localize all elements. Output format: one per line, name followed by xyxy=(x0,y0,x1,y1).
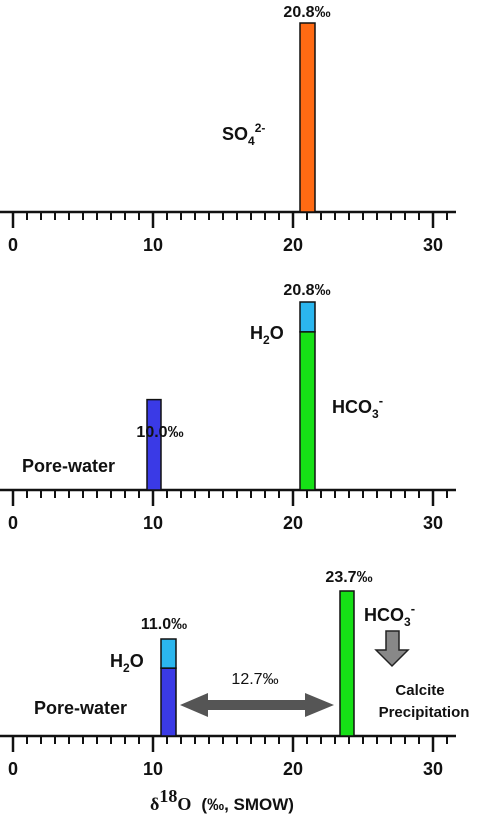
p3-hco3-subscript: 3 xyxy=(404,615,411,629)
so4-subscript: 4 xyxy=(248,134,255,148)
panel-1-tick-label-0: 0 xyxy=(8,235,18,255)
panel-2-bar-value-label: 20.8‰ xyxy=(283,282,330,299)
panel-3-tick-label-20: 20 xyxy=(283,759,303,779)
hco3-main: HCO xyxy=(332,397,372,417)
p3-hco3-superscript: - xyxy=(411,601,415,616)
panel-1-bar-so4-value-label: 20.8‰ xyxy=(283,4,330,21)
panel-3-bar-hco3-value-label: 23.7‰ xyxy=(325,569,372,586)
panel-3-tick-label-0: 0 xyxy=(8,759,18,779)
panel-3-hco3-label: HCO3- xyxy=(364,601,415,629)
panel-2-bar-pore-water xyxy=(146,398,162,491)
panel-1-tick-label-10: 10 xyxy=(143,235,163,255)
panel-2-hco3-label: HCO3- xyxy=(332,393,383,421)
panel-3-bar-pore-water-segment xyxy=(160,667,177,737)
h2o-main: H xyxy=(250,323,263,343)
panel-1-tick-label-20: 20 xyxy=(283,235,303,255)
h2o-subscript: 2 xyxy=(263,333,270,347)
panel-2-tick-label-10: 10 xyxy=(143,513,163,533)
p3-h2o-main: H xyxy=(110,651,123,671)
x-axis-title-units: (‰, SMOW) xyxy=(201,795,294,814)
panel-1-tick-label-30: 30 xyxy=(423,235,443,255)
difference-arrow-right-head xyxy=(305,693,334,717)
panel-3: 0 10 20 30 11.0‰ H2O Pore-water 23.7‰ HC… xyxy=(0,569,469,814)
panel-2-tick-label-0: 0 xyxy=(8,513,18,533)
x-axis-title-delta: δ xyxy=(150,794,159,814)
panel-3-bar-hco3 xyxy=(339,590,355,737)
panel-3-tick-label-10: 10 xyxy=(143,759,163,779)
difference-arrow xyxy=(180,693,334,717)
panel-1-bar-so4 xyxy=(299,22,316,213)
panel-3-bar-h2o-value-label: 11.0‰ xyxy=(141,616,187,633)
x-axis-title-superscript: 18 xyxy=(159,786,177,806)
panel-2-bar-h2o-segment xyxy=(299,301,316,333)
panel-3-h2o-label: H2O xyxy=(110,651,144,675)
panel-2-minor-ticks xyxy=(26,490,448,498)
so4-superscript: 2- xyxy=(255,121,266,135)
so4-main: SO xyxy=(222,124,248,144)
calcite-note-line-2: Precipitation xyxy=(379,704,470,721)
panel-1-so4-label: SO42- xyxy=(222,121,265,148)
difference-label: 12.7‰ xyxy=(231,671,278,688)
hco3-subscript: 3 xyxy=(372,407,379,421)
x-axis-title-o: O xyxy=(177,794,191,814)
panel-2-tick-label-20: 20 xyxy=(283,513,303,533)
panel-3-tick-label-30: 30 xyxy=(423,759,443,779)
p3-hco3-main: HCO xyxy=(364,605,404,625)
difference-arrow-left-head xyxy=(180,693,208,717)
panel-3-pore-water-label: Pore-water xyxy=(34,698,127,718)
h2o-tail: O xyxy=(270,323,284,343)
panel-1: 0 10 20 30 20.8‰ SO42- xyxy=(0,4,456,255)
hco3-superscript: - xyxy=(379,393,383,408)
calcite-note-line-1: Calcite xyxy=(395,682,444,699)
panel-3-bar-h2o-segment xyxy=(160,638,177,669)
panel-2-tick-label-30: 30 xyxy=(423,513,443,533)
panel-2-bar-pore-water-value-label: 10.0‰ xyxy=(136,424,183,441)
p3-h2o-tail: O xyxy=(130,651,144,671)
difference-arrow-shaft xyxy=(200,700,312,710)
panel-2-bar-hco3-segment xyxy=(299,331,316,491)
panel-2-h2o-label: H2O xyxy=(250,323,284,347)
x-axis-title: δ18O (‰, SMOW) xyxy=(150,786,294,814)
panel-2: 0 10 20 30 10.0‰ Pore-water 20.8‰ H2O HC… xyxy=(0,282,456,533)
panel-1-minor-ticks xyxy=(26,212,448,220)
p3-h2o-subscript: 2 xyxy=(123,661,130,675)
panel-2-pore-water-label: Pore-water xyxy=(22,456,115,476)
panel-3-minor-ticks xyxy=(26,736,448,744)
calcite-arrow-icon xyxy=(374,630,410,668)
